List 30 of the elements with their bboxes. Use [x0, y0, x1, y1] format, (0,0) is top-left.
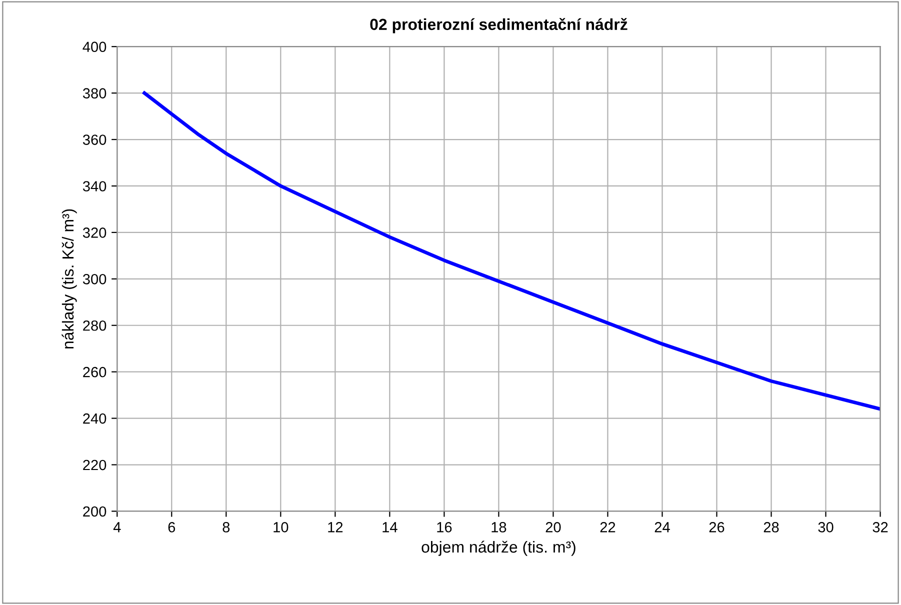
- x-tick-label: 12: [328, 522, 343, 532]
- y-tick-label: 340: [82, 181, 106, 192]
- x-tick-label: 16: [437, 522, 452, 532]
- y-axis-title: náklady (tis. Kč/ m³): [62, 209, 77, 348]
- x-tick-label: 26: [709, 522, 724, 532]
- x-tick-label: 14: [382, 522, 398, 532]
- y-tick-label: 320: [82, 228, 106, 238]
- y-tick-label: 400: [82, 42, 106, 52]
- x-tick-label: 32: [872, 522, 888, 532]
- y-tick-label: 280: [83, 320, 106, 331]
- x-tick-label: 28: [764, 522, 779, 532]
- y-tick-label: 360: [82, 134, 106, 145]
- x-tick-label: 6: [168, 522, 176, 532]
- line-series: [142, 91, 880, 411]
- x-tick-label: 30: [818, 522, 834, 532]
- x-tick-label: 8: [222, 522, 230, 532]
- y-tick-label: 200: [83, 506, 106, 517]
- y-tick-label: 240: [83, 413, 106, 424]
- y-tick-label: 300: [82, 274, 106, 284]
- x-tick-label: 4: [113, 522, 121, 532]
- y-tick-label: 380: [82, 88, 106, 98]
- x-tick-label: 20: [546, 522, 561, 532]
- x-tick-label: 10: [274, 522, 288, 532]
- x-axis-title: objem nádrže (tis. m³): [422, 540, 576, 556]
- y-tick-label: 220: [83, 460, 106, 470]
- x-tick-label: 24: [654, 522, 670, 532]
- x-tick-label: 22: [600, 522, 616, 532]
- x-tick-label: 18: [492, 522, 506, 532]
- chart-title: 02 protierozní sedimentační nádrž: [370, 18, 628, 34]
- y-tick-label: 260: [83, 366, 106, 378]
